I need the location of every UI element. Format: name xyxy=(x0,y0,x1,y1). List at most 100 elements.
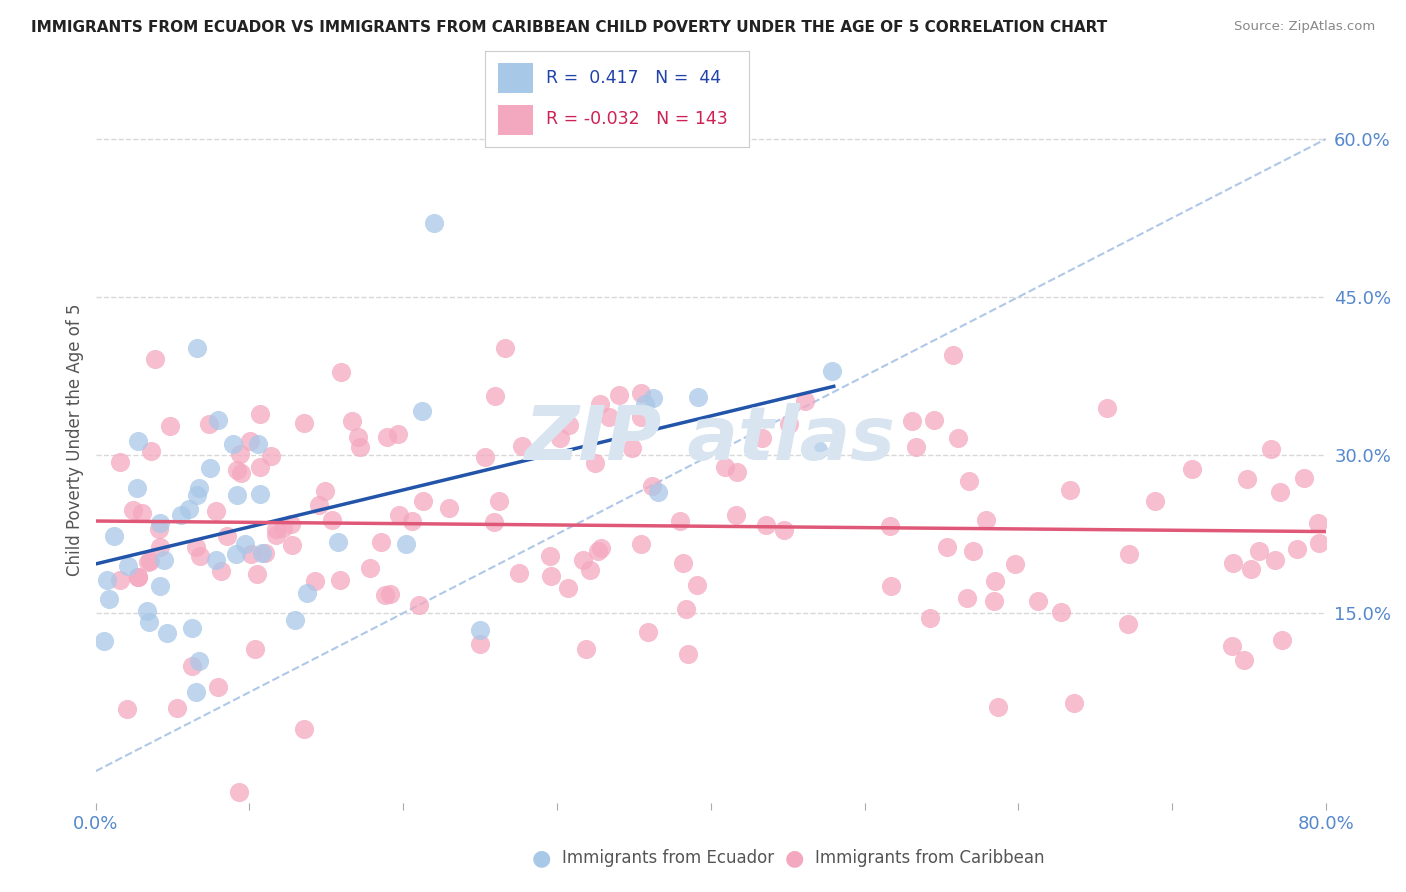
Point xyxy=(1143,494,1166,508)
Point xyxy=(494,341,516,355)
Point xyxy=(484,389,506,403)
Point xyxy=(634,397,657,411)
Point xyxy=(205,504,228,518)
Point xyxy=(292,722,315,736)
Text: IMMIGRANTS FROM ECUADOR VS IMMIGRANTS FROM CARIBBEAN CHILD POVERTY UNDER THE AGE: IMMIGRANTS FROM ECUADOR VS IMMIGRANTS FR… xyxy=(31,20,1107,35)
Point xyxy=(423,216,446,230)
Point xyxy=(250,546,273,560)
Point xyxy=(688,390,710,404)
Point xyxy=(725,508,748,522)
Point xyxy=(412,493,434,508)
Point xyxy=(558,418,581,433)
Point xyxy=(314,483,336,498)
Y-axis label: Child Poverty Under the Age of 5: Child Poverty Under the Age of 5 xyxy=(66,303,84,575)
Point xyxy=(321,513,343,527)
Point xyxy=(136,555,159,569)
Point xyxy=(207,413,229,427)
Point xyxy=(468,637,491,651)
Point xyxy=(127,434,149,448)
Point xyxy=(583,456,606,470)
Point xyxy=(1059,483,1081,498)
Point xyxy=(942,348,965,362)
Point xyxy=(110,573,132,587)
Point xyxy=(125,481,148,495)
Point xyxy=(773,523,796,537)
Text: Immigrants from Ecuador: Immigrants from Ecuador xyxy=(562,849,775,867)
Point xyxy=(647,484,669,499)
Point xyxy=(149,540,172,554)
Point xyxy=(96,573,118,587)
Point xyxy=(239,434,262,448)
Bar xyxy=(498,104,533,135)
Point xyxy=(983,594,1005,608)
Point xyxy=(156,626,179,640)
Point xyxy=(139,444,162,458)
Point xyxy=(294,417,316,431)
Point xyxy=(375,430,398,444)
Point xyxy=(127,570,149,584)
Point xyxy=(984,574,1007,588)
Point xyxy=(388,508,411,523)
Point xyxy=(578,562,600,576)
Point xyxy=(378,587,401,601)
Point xyxy=(1236,472,1258,486)
Point xyxy=(387,426,409,441)
Point xyxy=(93,633,115,648)
Point xyxy=(222,437,245,451)
Point xyxy=(170,508,193,523)
Point xyxy=(260,449,283,463)
Point xyxy=(685,578,707,592)
Point xyxy=(246,437,269,451)
Point xyxy=(349,440,371,454)
Point xyxy=(821,364,844,378)
Point xyxy=(131,506,153,520)
Point xyxy=(987,699,1010,714)
Point xyxy=(807,443,830,458)
Point xyxy=(901,414,924,428)
Point xyxy=(229,447,252,461)
Point xyxy=(148,522,170,536)
Point xyxy=(200,460,222,475)
Point xyxy=(233,537,256,551)
Point xyxy=(225,547,247,561)
Point xyxy=(880,579,903,593)
Point xyxy=(186,341,208,355)
Point xyxy=(962,543,984,558)
Point xyxy=(245,641,267,656)
Point xyxy=(672,556,695,570)
Point xyxy=(548,431,571,445)
Point xyxy=(1247,544,1270,558)
Point xyxy=(1049,605,1071,619)
Point xyxy=(166,701,188,715)
Point xyxy=(1095,401,1118,415)
Point xyxy=(1271,632,1294,647)
Point xyxy=(918,610,941,624)
Point xyxy=(370,534,392,549)
Point xyxy=(228,785,250,799)
Bar xyxy=(498,63,533,94)
Point xyxy=(135,604,157,618)
Point xyxy=(956,591,979,606)
Point xyxy=(922,413,945,427)
Point xyxy=(508,566,530,580)
Text: ●: ● xyxy=(531,848,551,868)
Point xyxy=(188,549,211,563)
Point xyxy=(181,621,204,635)
Point xyxy=(374,588,396,602)
Point xyxy=(510,439,533,453)
Point xyxy=(122,502,145,516)
Point xyxy=(271,521,294,535)
Point xyxy=(948,431,970,445)
Text: Source: ZipAtlas.com: Source: ZipAtlas.com xyxy=(1234,20,1375,33)
Point xyxy=(138,554,160,568)
Point xyxy=(187,654,209,668)
Point xyxy=(239,547,262,561)
Point xyxy=(676,647,699,661)
Point xyxy=(229,466,252,480)
Point xyxy=(110,454,132,468)
Point xyxy=(143,352,166,367)
Point xyxy=(538,549,561,564)
Point xyxy=(1222,556,1244,570)
Point xyxy=(586,543,609,558)
Point xyxy=(778,417,800,431)
